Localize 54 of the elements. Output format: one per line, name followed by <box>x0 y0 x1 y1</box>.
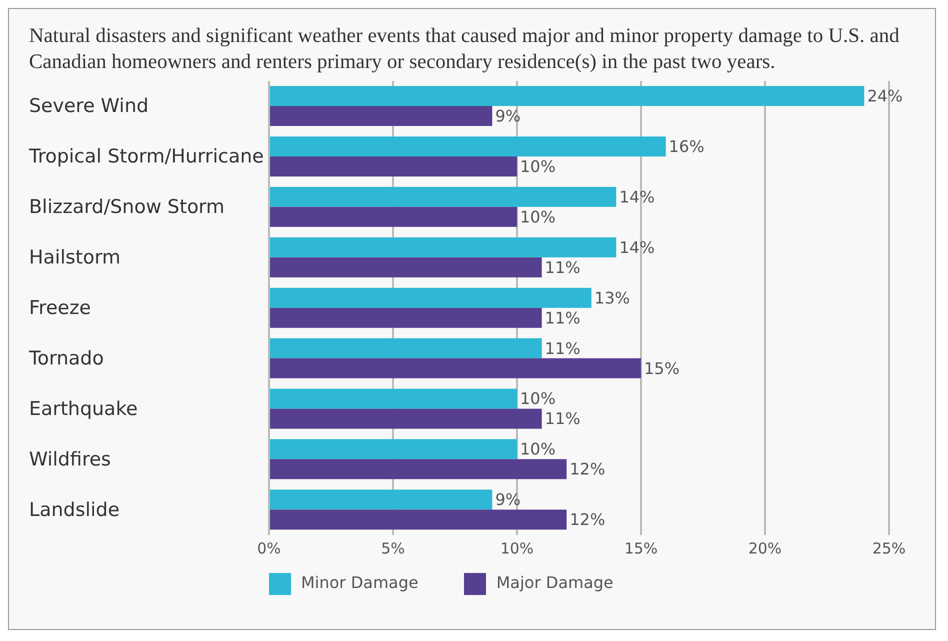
bar <box>269 288 592 308</box>
data-label: 13% <box>594 288 630 308</box>
data-label: 14% <box>619 238 655 257</box>
x-tick-label: 15% <box>624 540 658 558</box>
data-label: 24% <box>867 86 903 106</box>
data-label: 11% <box>544 258 580 277</box>
y-tick-label: Landslide <box>29 498 120 521</box>
data-label: 9% <box>495 106 521 126</box>
y-tick-label: Freeze <box>29 297 91 319</box>
y-tick-label: Blizzard/Snow Storm <box>29 196 225 218</box>
y-tick-label: Tornado <box>28 347 104 370</box>
y-tick-label: Hailstorm <box>29 246 120 269</box>
data-label: 14% <box>619 187 655 206</box>
bar <box>269 186 616 207</box>
data-label: 15% <box>644 358 680 378</box>
y-tick-label: Severe Wind <box>29 95 149 118</box>
x-tick-label: 0% <box>257 540 281 558</box>
bar <box>269 338 542 358</box>
bar <box>269 308 542 328</box>
bar <box>269 257 542 278</box>
data-label: 11% <box>544 409 580 428</box>
x-tick-label: 20% <box>748 540 782 558</box>
bar <box>269 510 567 530</box>
bar <box>269 439 517 460</box>
data-label: 10% <box>520 440 556 459</box>
bar <box>269 408 542 429</box>
y-tick-label: Wildfires <box>29 448 111 470</box>
bar <box>269 358 641 378</box>
data-label: 10% <box>520 156 556 176</box>
chart-title: Natural disasters and significant weather events that caused major and minor property damage to U.S. and Canadian homeowners and renters primary or secondary residence(s) in the past two years. <box>28 24 900 75</box>
legend-label: Minor Damage <box>301 573 418 592</box>
x-tick-label: 10% <box>500 540 534 558</box>
y-tick-label: Earthquake <box>29 398 138 420</box>
bar <box>269 86 864 106</box>
bar <box>269 106 492 126</box>
bar <box>269 490 492 510</box>
data-label: 12% <box>570 510 606 530</box>
bar <box>269 237 616 258</box>
data-label: 16% <box>668 136 704 156</box>
data-label: 11% <box>544 338 580 358</box>
data-label: 9% <box>495 490 521 510</box>
bar <box>269 206 517 227</box>
data-label: 11% <box>544 308 580 328</box>
bar <box>269 156 517 176</box>
data-label: 10% <box>520 389 556 408</box>
bar <box>269 136 666 156</box>
data-label: 12% <box>570 460 606 479</box>
bar <box>269 388 517 409</box>
y-tick-label: Tropical Storm/Hurricane <box>28 146 264 168</box>
legend-label: Major Damage <box>496 573 614 592</box>
x-tick-label: 5% <box>381 540 405 558</box>
data-label: 10% <box>520 207 556 226</box>
x-tick-label: 25% <box>872 540 906 558</box>
bar <box>269 459 567 480</box>
